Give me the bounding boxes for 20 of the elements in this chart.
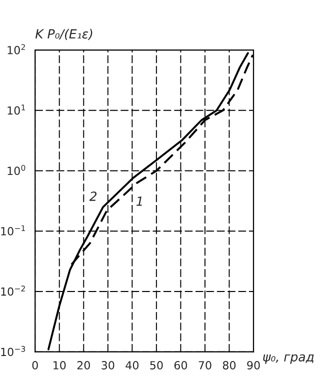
- x-tick-label: 40: [126, 361, 138, 370]
- annotation: 1: [136, 196, 142, 206]
- x-tick-label: 90: [247, 361, 260, 370]
- x-tick-label: 20: [77, 361, 90, 370]
- x-tick-label: 30: [102, 361, 114, 370]
- x-tick-label: 50: [150, 361, 163, 370]
- x-tick-label: 10: [54, 361, 66, 370]
- y-tick-label: 10$^{2}$: [8, 44, 25, 54]
- annotation: 2: [89, 192, 97, 201]
- y-axis-title: K P₀/(E₁ε): [35, 28, 92, 40]
- y-tick-label: 10$^{−3}$: [1, 346, 26, 356]
- y-tick-label: 10$^{−2}$: [1, 286, 25, 296]
- x-axis-title: ψ₀, град: [263, 354, 314, 364]
- x-tick-label: 0: [32, 361, 38, 370]
- y-tick-label: 10$^{−1}$: [1, 225, 25, 236]
- x-tick-label: 60: [174, 361, 188, 370]
- y-tick-label: 10$^{0}$: [8, 164, 26, 176]
- x-tick-label: 80: [222, 361, 236, 370]
- y-tick-label: 10$^{1}$: [8, 104, 25, 115]
- x-tick-label: 70: [198, 361, 212, 370]
